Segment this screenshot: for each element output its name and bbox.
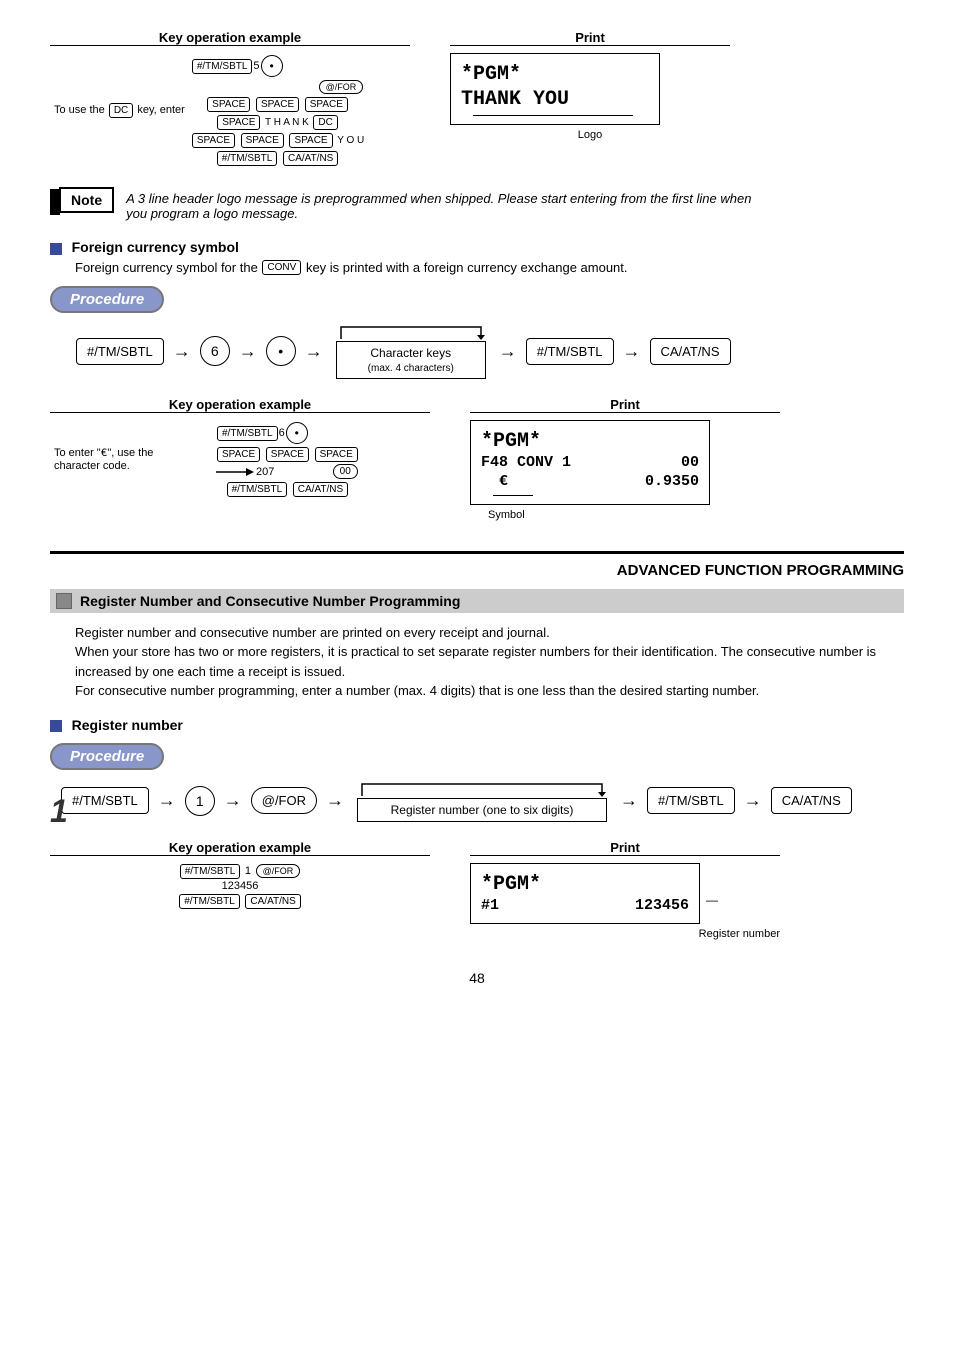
adv-desc1: Register number and consecutive number a… — [75, 623, 904, 643]
zerozero-key: 00 — [333, 464, 358, 479]
arrow-icon — [216, 465, 256, 479]
ex3-receipt: *PGM* #1123456 — [470, 863, 700, 925]
one-key: 1 — [185, 786, 215, 816]
fcs-title: Foreign currency symbol — [72, 239, 239, 255]
ex1-key-op-header: Key operation example — [50, 30, 410, 46]
ex1-dc-pre: To use the DC key, enter — [52, 54, 187, 167]
tmsbtl-key: #/TM/SBTL — [647, 787, 735, 814]
ex1-receipt: *PGM* THANK YOU — [450, 53, 660, 125]
ex2-receipt-annot: Symbol — [488, 509, 780, 521]
tmsbtl-key: #/TM/SBTL — [179, 894, 240, 909]
conv-key: CONV — [262, 260, 301, 275]
regnum-proc-label: Procedure — [50, 743, 164, 770]
space-key: SPACE — [241, 133, 284, 148]
dc-key: DC — [313, 115, 337, 130]
caatns-key: CA/AT/NS — [245, 894, 300, 909]
fcs-flow: #/TM/SBTL → 6 → • → Character keys (max.… — [75, 323, 904, 379]
dot-key: • — [261, 55, 283, 77]
dot-key: • — [266, 336, 296, 366]
ex3-key-op-header: Key operation example — [50, 840, 430, 856]
loop-arrow-icon — [352, 780, 612, 798]
note-text: A 3 line header logo message is preprogr… — [126, 187, 766, 221]
fcs-proc-label: Procedure — [50, 286, 164, 313]
caatns-key: CA/AT/NS — [650, 338, 731, 365]
ex2-step-note: To enter "€", use thecharacter code. — [52, 421, 212, 498]
space-key: SPACE — [289, 133, 332, 148]
adv-desc3: For consecutive number programming, ente… — [75, 681, 904, 701]
afor-key: @/FOR — [251, 787, 317, 814]
tmsbtl-key: #/TM/SBTL — [192, 59, 253, 74]
ex2-print-header: Print — [470, 397, 780, 413]
page-number: 48 — [50, 970, 904, 986]
ex1-print-header: Print — [450, 30, 730, 46]
regnum-flow-box: Register number (one to six digits) — [357, 798, 607, 822]
tmsbtl-key: #/TM/SBTL — [180, 864, 241, 879]
adv-band: Register Number and Consecutive Number P… — [50, 589, 904, 613]
tmsbtl-key: #/TM/SBTL — [61, 787, 149, 814]
tmsbtl-key: #/TM/SBTL — [526, 338, 614, 365]
regnum-title: Register number — [72, 717, 183, 733]
tmsbtl-key: #/TM/SBTL — [76, 338, 164, 365]
adv-heading: ADVANCED FUNCTION PROGRAMMING — [617, 562, 904, 579]
adv-desc2: When your store has two or more register… — [75, 642, 904, 681]
loop-arrow-icon — [331, 323, 491, 341]
space-key: SPACE — [192, 133, 235, 148]
space-key: SPACE — [266, 447, 309, 462]
ex2-key-op-header: Key operation example — [50, 397, 430, 413]
band-num: 1 — [50, 793, 68, 830]
note-label: Note — [59, 187, 114, 213]
tmsbtl-key: #/TM/SBTL — [217, 426, 278, 441]
space-key: SPACE — [207, 97, 250, 112]
space-key: SPACE — [256, 97, 299, 112]
fcs-desc: Foreign currency symbol for the CONV key… — [75, 259, 904, 276]
space-key: SPACE — [315, 447, 358, 462]
caatns-key: CA/AT/NS — [283, 151, 338, 166]
six-key: 6 — [200, 336, 230, 366]
ex1-receipt-annot: Logo — [450, 129, 730, 141]
space-key: SPACE — [217, 115, 260, 130]
space-key: SPACE — [305, 97, 348, 112]
space-key: SPACE — [217, 447, 260, 462]
ex3-receipt-annot: Register number — [470, 928, 780, 940]
afor-key: @/FOR — [256, 864, 301, 878]
ex3-print-header: Print — [470, 840, 780, 856]
tmsbtl-key: #/TM/SBTL — [217, 151, 278, 166]
caatns-key: CA/AT/NS — [293, 482, 348, 497]
dc-key: DC — [109, 103, 133, 118]
ex2-receipt: *PGM* F48 CONV 100 €0.9350 — [470, 420, 710, 505]
dot-key: • — [286, 422, 308, 444]
afor-key: @/FOR — [319, 80, 364, 94]
fcs-flow-box: Character keys (max. 4 characters) — [336, 341, 486, 379]
regnum-flow: #/TM/SBTL → 1 → @/FOR → Register number … — [60, 780, 904, 822]
tmsbtl-key: #/TM/SBTL — [227, 482, 288, 497]
caatns-key: CA/AT/NS — [771, 787, 852, 814]
